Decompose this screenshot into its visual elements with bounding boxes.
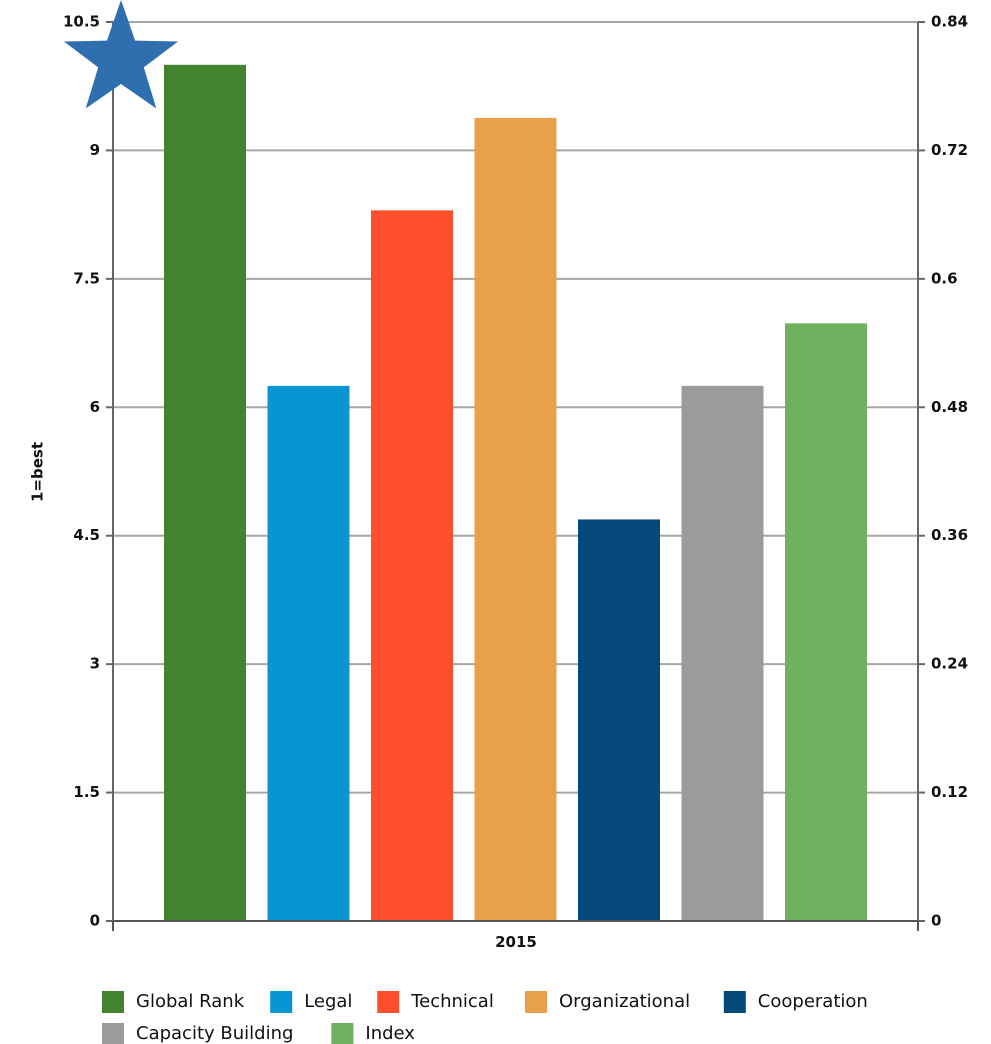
legend-label-organizational: Organizational [559,991,690,1012]
bar-index [785,323,867,922]
legend-label-technical: Technical [410,991,494,1012]
bar-cooperation [578,519,660,921]
bar-organizational [474,117,557,922]
left-y-tick-label: 9 [90,141,100,159]
legend-label-index: Index [365,1023,415,1044]
star-icon [63,0,179,109]
axes [112,22,919,931]
left-y-tick-label: 4.5 [73,526,100,544]
right-y-tick-labels: 0 0.12 0.24 0.36 0.48 0.6 0.72 0.84 [931,13,968,930]
x-tick-label: 2015 [495,933,537,951]
legend-label-capacity-building: Capacity Building [136,1023,293,1044]
legend-swatch-technical [377,991,400,1013]
right-y-tick-label: 0.6 [931,269,958,287]
bar-global-rank [164,64,246,922]
right-y-tick-label: 0.36 [931,526,968,544]
legend-swatch-index [331,1023,354,1044]
bar-technical [371,210,453,921]
legend-swatch-capacity-building [102,1023,124,1044]
left-y-tick-label: 10.5 [63,13,100,31]
right-y-tick-label: 0.84 [931,13,968,31]
right-y-tick-label: 0 [931,912,941,930]
left-y-tick-labels: 0 1.5 3 4.5 6 7.5 9 10.5 [63,13,100,930]
legend-label-legal: Legal [304,991,352,1012]
bar-capacity-building [681,385,764,921]
right-y-tick-label: 0.72 [931,141,968,159]
bar-legal [267,385,350,921]
right-y-tick-label: 0.48 [931,398,968,416]
legend-swatch-cooperation [723,991,746,1013]
legend-swatch-organizational [525,991,547,1013]
right-y-tick-label: 0.24 [931,655,968,673]
y-axis-title: 1=best [29,442,47,502]
legend-label-cooperation: Cooperation [758,991,868,1012]
left-y-tick-label: 6 [90,398,100,416]
left-y-tick-label: 3 [90,655,100,673]
legend-label-global-rank: Global Rank [136,991,245,1012]
bars [164,64,867,922]
legend: Global Rank Legal Technical Organizational C… [102,991,868,1044]
legend-swatch-legal [270,991,293,1013]
left-y-tick-label: 7.5 [73,269,100,287]
right-y-tick-label: 0.12 [931,783,968,801]
left-y-tick-label: 0 [90,912,100,930]
legend-swatch-global-rank [102,991,124,1013]
left-y-tick-label: 1.5 [73,783,100,801]
